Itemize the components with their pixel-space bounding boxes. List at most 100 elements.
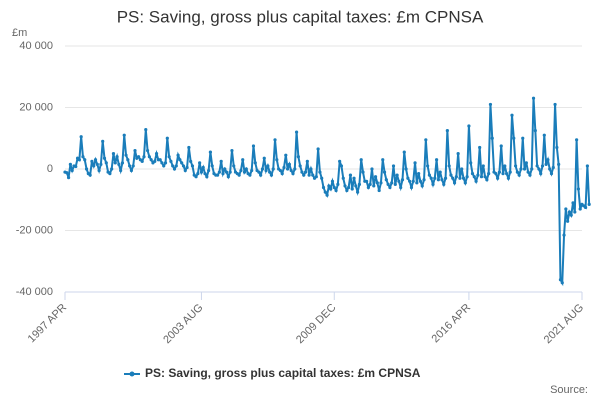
y-tick-label: -40 000 [16,286,53,298]
point [391,164,396,168]
x-tick-label: 2009 DEC [294,302,338,346]
point [144,128,148,132]
point [524,161,528,165]
point [215,173,220,177]
point [352,176,356,180]
point [456,152,460,156]
point [474,179,478,183]
point [305,159,309,163]
point [569,213,573,217]
point [217,170,221,174]
point [427,173,432,177]
point [271,167,275,171]
point [540,164,545,168]
point [386,182,390,186]
point [479,175,484,179]
point [567,210,572,214]
point [185,165,189,170]
point [408,179,412,183]
point [302,173,306,177]
point [323,190,327,194]
point [501,172,505,176]
point [548,167,552,171]
point [399,185,403,190]
point [551,165,555,170]
point [180,161,184,165]
point [219,159,223,163]
point [199,170,204,174]
point [470,172,475,176]
y-tick-label: 40 000 [19,40,53,52]
y-tick-label: -20 000 [16,224,53,236]
point [341,176,345,180]
point [499,144,503,148]
point [373,175,378,179]
point [506,176,510,180]
point [531,96,536,100]
point [436,178,440,182]
point [275,158,279,162]
point [266,164,270,168]
point [189,159,193,163]
point [303,170,308,174]
point [230,148,234,153]
point [560,281,564,285]
point [364,179,369,183]
point [262,156,266,160]
point [395,173,399,177]
point [165,136,169,140]
point [449,173,453,177]
point [530,167,534,171]
point [207,168,211,173]
point [434,158,439,162]
point [476,173,480,177]
point [129,168,134,173]
point [79,135,83,139]
point [293,167,297,171]
point [415,181,419,185]
point [426,164,430,168]
point [553,102,557,107]
point [280,172,284,176]
point [294,130,299,134]
point [345,188,349,193]
x-tick-label: 2003 AUG [161,302,205,346]
point [409,185,414,190]
point [149,158,153,162]
point [97,168,101,173]
point [171,164,175,168]
point [535,164,539,168]
point [169,159,173,163]
source: Source: [550,384,588,396]
point [223,167,227,171]
point [587,202,591,206]
legend-marker [129,371,135,377]
point [400,178,405,182]
point [269,173,274,177]
point [497,170,502,174]
point [515,170,519,174]
point [194,175,198,179]
point [366,185,370,190]
point [505,172,509,176]
point [336,182,340,186]
point [196,172,200,176]
point [137,155,141,159]
point [418,179,423,183]
point [564,207,568,211]
point [325,193,329,197]
point [566,219,570,223]
point [289,168,293,173]
point [417,172,421,176]
point [251,144,256,148]
point [248,173,252,177]
point [257,170,261,174]
point [573,210,577,214]
point [70,168,74,173]
point [314,175,318,179]
point [311,173,315,177]
y-axis-unit: £m [12,27,27,39]
point [93,158,98,162]
point [190,164,195,168]
